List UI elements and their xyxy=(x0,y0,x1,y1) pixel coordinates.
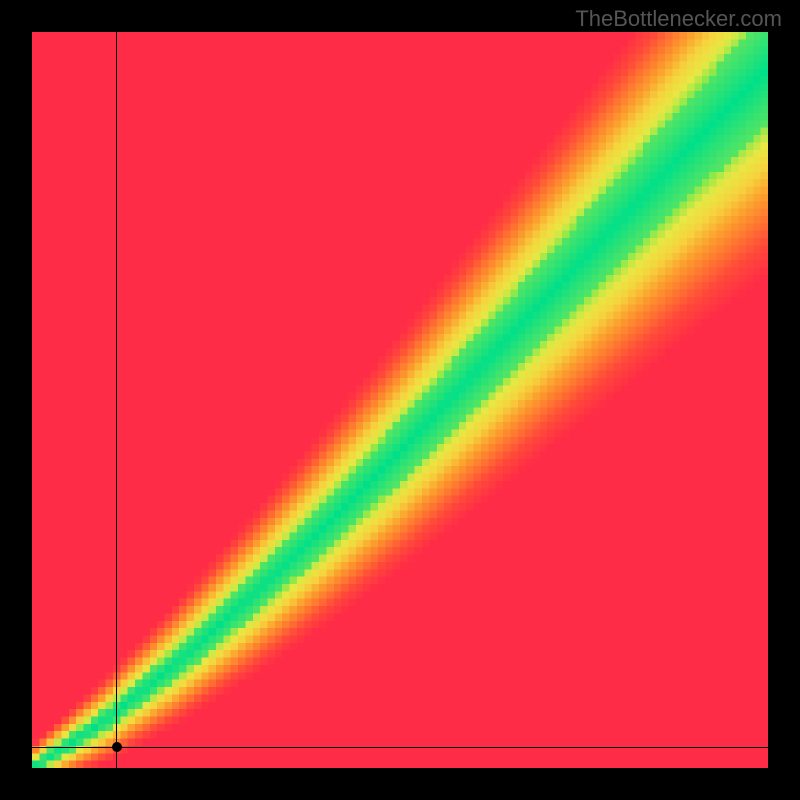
watermark-text: TheBottlenecker.com xyxy=(575,6,782,32)
heatmap-plot-area xyxy=(32,32,768,768)
bottleneck-heatmap-canvas xyxy=(32,32,768,768)
